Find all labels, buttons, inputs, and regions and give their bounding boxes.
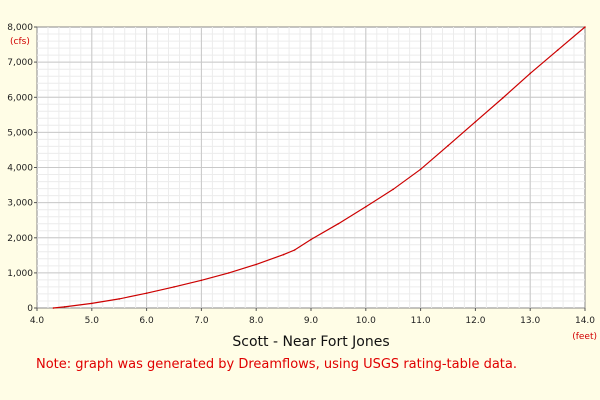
data-point (118, 298, 120, 300)
chart-title: Scott - Near Fort Jones (232, 334, 389, 350)
y-tick-label: 8,000 (7, 23, 33, 33)
x-tick-label: 7.0 (194, 316, 209, 326)
data-point (255, 263, 257, 266)
y-tick-label: 6,000 (7, 93, 33, 103)
data-point (447, 144, 449, 147)
x-tick-label: 5.0 (85, 316, 100, 326)
data-point (173, 286, 175, 288)
x-tick-label: 8.0 (249, 316, 264, 326)
data-point (282, 253, 285, 256)
data-point (556, 49, 559, 51)
y-tick-label: 1,000 (7, 269, 33, 279)
data-point (584, 26, 586, 28)
x-tick-label: 14.0 (575, 316, 595, 326)
data-point (419, 168, 422, 171)
y-tick-label: 2,000 (7, 234, 33, 244)
x-unit-label: (feet) (572, 332, 597, 342)
y-tick-label: 7,000 (7, 58, 33, 68)
axis-ticks: 4.0 5.0 6.0 7.0 8.0 9.0 10.0 11.0 12.0 13.0 14.0 0 1… (7, 23, 595, 326)
series-layer (52, 26, 586, 309)
data-point (310, 238, 312, 241)
y-tick-label: 0 (27, 304, 33, 314)
y-tick-label: 5,000 (7, 128, 33, 138)
data-point (228, 272, 230, 274)
x-tick-label: 9.0 (304, 316, 319, 326)
x-tick-label: 10.0 (356, 316, 376, 326)
y-unit-label: (cfs) (10, 37, 30, 47)
data-point (63, 306, 66, 308)
x-tick-label: 13.0 (520, 316, 540, 326)
data-point (52, 307, 55, 309)
data-point (502, 97, 504, 99)
x-tick-label: 12.0 (465, 316, 485, 326)
data-point (529, 72, 531, 75)
rating-curve-line (53, 26, 586, 309)
data-point (474, 121, 477, 123)
data-point (337, 222, 340, 225)
x-tick-label: 6.0 (139, 316, 154, 326)
x-tick-label: 4.0 (30, 316, 45, 326)
data-point (91, 302, 93, 305)
data-point (392, 188, 395, 191)
y-tick-label: 3,000 (7, 199, 33, 209)
generation-note: Note: graph was generated by Dreamflows,… (36, 357, 517, 372)
data-point (200, 279, 203, 282)
data-point (145, 292, 148, 295)
data-point (293, 249, 296, 251)
x-tick-label: 11.0 (411, 316, 431, 326)
data-point (365, 206, 367, 208)
y-tick-label: 4,000 (7, 164, 33, 174)
